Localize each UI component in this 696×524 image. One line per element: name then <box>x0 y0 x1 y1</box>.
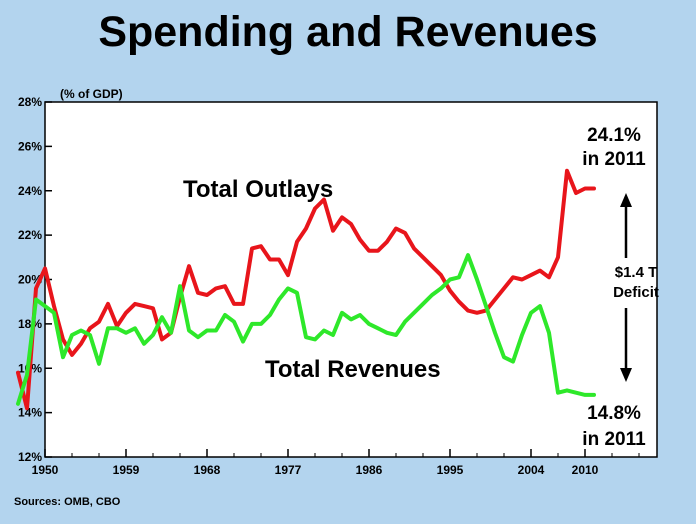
deficit-amount: $1.4 T <box>615 264 658 281</box>
x-tick-label: 1950 <box>32 463 59 477</box>
y-tick-label: 26% <box>18 139 42 153</box>
x-tick-label: 2010 <box>572 463 599 477</box>
deficit-arrow <box>620 193 632 382</box>
source-note: Sources: OMB, CBO <box>14 496 121 508</box>
series-layer <box>16 168 596 411</box>
outlays-2011-year: in 2011 <box>582 149 646 170</box>
chart-title: Spending and Revenues <box>98 8 598 56</box>
x-tick-label: 1977 <box>275 463 302 477</box>
x-tick-label: 1986 <box>356 463 383 477</box>
revenues-2011-value: 14.8% <box>587 403 641 424</box>
y-tick-label: 24% <box>18 184 42 198</box>
series-line-outlays <box>16 168 596 411</box>
x-tick-label: 1959 <box>113 463 140 477</box>
x-axis: 1950 1959 1968 1977 1986 1995 2004 2010 <box>32 449 640 477</box>
y-tick-label: 28% <box>18 95 42 109</box>
y-tick-label: 18% <box>18 317 42 331</box>
y-tick-label: 22% <box>18 228 42 242</box>
x-tick-label: 2004 <box>518 463 545 477</box>
y-axis: 12%14%16%18%20%22%24%26%28% <box>18 95 52 464</box>
revenues-label: Total Revenues <box>265 356 441 383</box>
plot-area <box>44 101 658 458</box>
y-axis-label: (% of GDP) <box>60 87 123 101</box>
x-tick-label: 1968 <box>194 463 221 477</box>
series-line-revenues <box>16 253 596 406</box>
revenues-2011-year: in 2011 <box>582 429 646 450</box>
outlays-label: Total Outlays <box>183 176 333 203</box>
outlays-2011-value: 24.1% <box>587 125 641 146</box>
y-tick-label: 14% <box>18 406 42 420</box>
deficit-label: Deficit <box>613 284 659 301</box>
x-tick-label: 1995 <box>437 463 464 477</box>
y-tick-label: 20% <box>18 273 42 287</box>
y-tick-label: 12% <box>18 450 42 464</box>
